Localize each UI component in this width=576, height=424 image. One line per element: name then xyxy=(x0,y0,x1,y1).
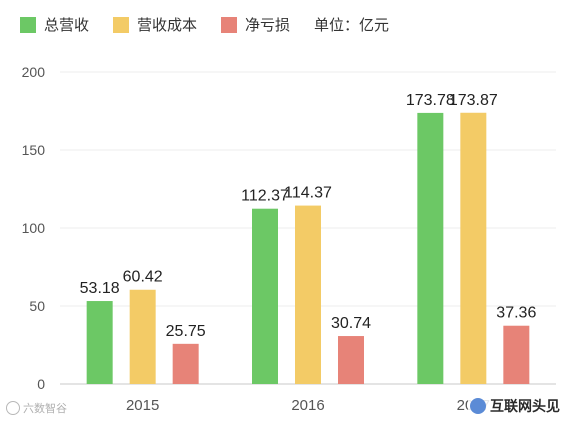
watermark-logo-icon xyxy=(6,401,20,415)
y-tick-label: 100 xyxy=(22,220,46,236)
bar xyxy=(460,112,487,384)
data-label: 60.42 xyxy=(123,269,163,286)
data-label: 173.78 xyxy=(406,92,455,109)
bar xyxy=(86,301,113,384)
bar xyxy=(338,336,364,384)
data-label: 114.37 xyxy=(284,185,332,202)
unit-label: 单位：亿元 xyxy=(314,17,390,34)
y-tick-label: 150 xyxy=(22,142,46,158)
y-tick-label: 200 xyxy=(22,64,46,80)
data-label: 173.87 xyxy=(449,92,498,109)
legend-swatch-cost xyxy=(113,16,130,33)
data-label: 112.37 xyxy=(241,188,289,205)
bar xyxy=(172,343,199,384)
data-label: 53.18 xyxy=(80,280,120,297)
legend-label-loss: 净亏损 xyxy=(245,17,291,34)
legend-swatch-loss xyxy=(221,16,238,33)
legend-item-cost: 营收成本 xyxy=(113,14,197,35)
legend-label-cost: 营收成本 xyxy=(137,17,198,34)
bar xyxy=(129,289,156,384)
bar xyxy=(252,208,278,384)
bar xyxy=(295,205,321,384)
bar xyxy=(503,325,530,384)
legend-label-revenue: 总营收 xyxy=(44,17,90,34)
data-label: 25.75 xyxy=(166,323,206,340)
legend: 总营收 营收成本 净亏损 单位：亿元 xyxy=(20,14,389,35)
legend-swatch-revenue xyxy=(20,16,36,33)
watermark-right: 互联网头见 xyxy=(468,396,562,416)
data-label: 30.74 xyxy=(331,315,371,332)
watermark-left-text: 六数智谷 xyxy=(23,403,67,415)
x-tick-label: 2016 xyxy=(291,397,324,414)
x-tick-label: 2015 xyxy=(126,397,159,414)
y-tick-label: 0 xyxy=(37,376,45,392)
watermark-left: 六数智谷 xyxy=(6,400,67,416)
bar xyxy=(417,112,444,384)
wechat-logo-icon xyxy=(470,398,486,414)
y-tick-label: 50 xyxy=(29,298,45,314)
legend-item-loss: 净亏损 xyxy=(221,14,290,35)
watermark-right-text: 互联网头见 xyxy=(490,398,560,414)
data-label: 37.36 xyxy=(496,305,536,322)
legend-item-revenue: 总营收 xyxy=(20,14,89,35)
